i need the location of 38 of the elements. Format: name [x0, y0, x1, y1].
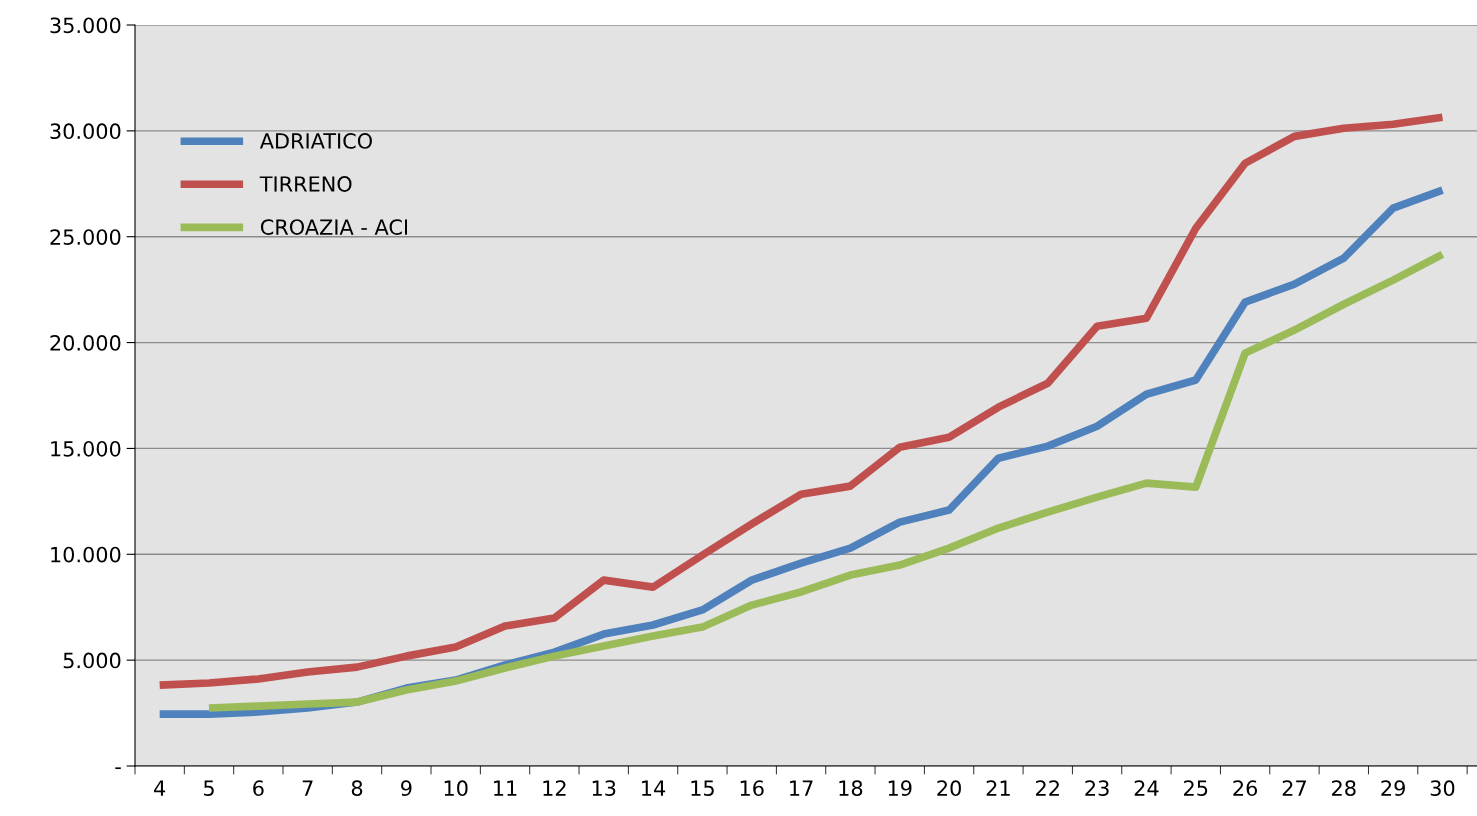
x-tick-label: 22: [1036, 780, 1059, 796]
legend-label: CROAZIA - ACI: [260, 219, 408, 235]
x-tick-label: 6: [253, 780, 264, 797]
x-tick-label: 25: [1184, 780, 1208, 797]
y-tick-label: 30.000: [50, 123, 121, 140]
x-tick-label: 23: [1085, 780, 1109, 797]
x-tick-label: 7: [302, 780, 313, 796]
y-tick-label: 35.000: [50, 17, 121, 34]
x-tick-label: 18: [839, 780, 863, 797]
x-tick-label: 11: [494, 780, 517, 796]
x-tick-label: 14: [642, 780, 666, 796]
legend-label: ADRIATICO: [259, 133, 372, 149]
legend-label: TIRRENO: [259, 176, 352, 192]
y-tick-label: 20.000: [50, 335, 121, 351]
y-tick-label: 15.000: [51, 440, 121, 457]
x-tick-label: 13: [592, 780, 616, 797]
x-tick-label: 26: [1233, 780, 1258, 797]
x-tick-label: 8: [351, 780, 363, 797]
x-tick-label: 20: [937, 780, 961, 797]
x-tick-label: 30: [1430, 780, 1455, 797]
x-tick-label: 5: [203, 780, 214, 797]
y-tick-label: 10.000: [51, 546, 121, 563]
x-tick-label: 15: [691, 780, 714, 797]
x-tick-label: 9: [401, 780, 412, 797]
x-tick-label: 12: [543, 780, 566, 796]
y-tick-label: -: [115, 767, 121, 770]
x-tick-label: 21: [986, 780, 1010, 796]
x-tick-label: 27: [1282, 780, 1306, 796]
x-tick-label: 29: [1381, 780, 1405, 797]
x-tick-label: 4: [154, 780, 166, 796]
x-tick-label: 17: [790, 780, 813, 796]
x-tick-label: 24: [1134, 780, 1159, 796]
x-tick-label: 16: [740, 780, 764, 797]
x-tick-label: 19: [888, 780, 912, 797]
x-tick-label: 28: [1332, 780, 1356, 797]
x-tick-label: 10: [444, 780, 468, 797]
y-tick-label: 25.000: [50, 229, 121, 245]
y-tick-label: 5.000: [63, 652, 121, 669]
